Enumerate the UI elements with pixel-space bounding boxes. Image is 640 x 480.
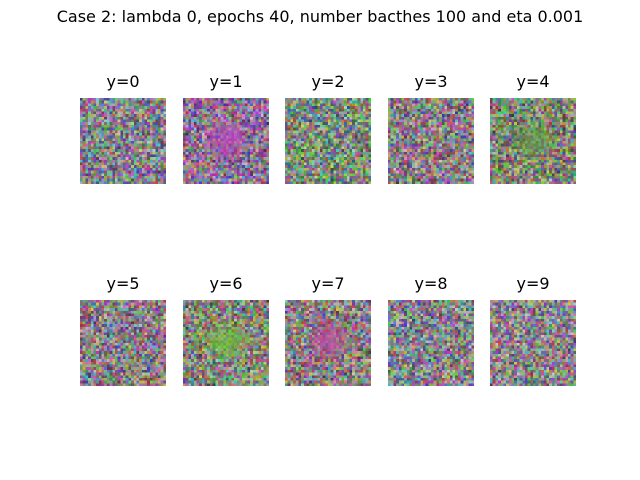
figure-title: Case 2: lambda 0, epochs 40, number bact… xyxy=(56,7,584,26)
panel-y6: y=6 xyxy=(183,274,269,386)
panel-y1: y=1 xyxy=(183,72,269,184)
noise-image xyxy=(285,300,371,386)
noise-image xyxy=(285,98,371,184)
panel-y7: y=7 xyxy=(285,274,371,386)
noise-image xyxy=(80,300,166,386)
noise-image xyxy=(80,98,166,184)
panel-title: y=5 xyxy=(106,274,140,293)
noise-image xyxy=(388,98,474,184)
panel-y3: y=3 xyxy=(388,72,474,184)
noise-image xyxy=(490,300,576,386)
panel-title: y=6 xyxy=(209,274,243,293)
panel-y8: y=8 xyxy=(388,274,474,386)
panel-title: y=0 xyxy=(106,72,140,91)
noise-image xyxy=(490,98,576,184)
panel-title: y=8 xyxy=(414,274,448,293)
panel-title: y=7 xyxy=(311,274,345,293)
panel-y9: y=9 xyxy=(490,274,576,386)
noise-image xyxy=(183,98,269,184)
panel-y5: y=5 xyxy=(80,274,166,386)
panel-title: y=3 xyxy=(414,72,448,91)
panel-title: y=4 xyxy=(516,72,550,91)
panel-y0: y=0 xyxy=(80,72,166,184)
panel-title: y=9 xyxy=(516,274,550,293)
panel-y2: y=2 xyxy=(285,72,371,184)
panel-title: y=1 xyxy=(209,72,243,91)
panel-y4: y=4 xyxy=(490,72,576,184)
noise-image xyxy=(388,300,474,386)
noise-image xyxy=(183,300,269,386)
panel-title: y=2 xyxy=(311,72,345,91)
